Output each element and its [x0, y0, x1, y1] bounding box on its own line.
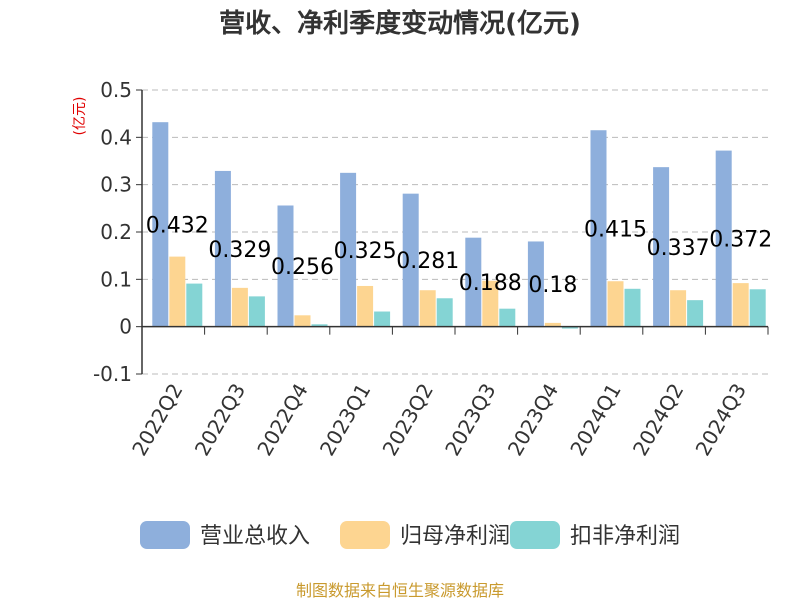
data-label: 0.432: [146, 213, 209, 238]
bar-1-2024Q1: [607, 281, 624, 327]
legend-swatch: [340, 521, 390, 549]
bar-1-2023Q1: [357, 285, 374, 327]
x-tick-label: 2024Q2: [628, 379, 688, 460]
x-tick-label: 2022Q2: [127, 379, 187, 460]
x-tick-label: 2023Q1: [315, 379, 375, 460]
bar-0-2022Q4: [277, 205, 294, 327]
x-tick-label: 2023Q2: [378, 379, 438, 460]
x-tick-label: 2022Q4: [252, 379, 312, 460]
bar-1-2024Q2: [670, 290, 687, 327]
y-tick-label: -0.1: [93, 362, 132, 386]
data-label: 0.281: [396, 249, 459, 274]
legend: 营业总收入 归母净利润 扣非净利润: [140, 521, 680, 549]
bar-1-2023Q4: [544, 322, 561, 327]
bar-2-2022Q2: [186, 283, 203, 327]
bar-1-2022Q3: [231, 287, 248, 327]
y-tick-label: 0.1: [100, 267, 132, 291]
bar-0-2024Q1: [590, 130, 607, 327]
data-label: 0.325: [334, 239, 397, 264]
bar-2-2023Q1: [374, 311, 391, 327]
bar-1-2022Q4: [294, 315, 311, 327]
bar-2-2024Q2: [687, 300, 704, 327]
bar-0-2023Q1: [340, 172, 357, 327]
data-label: 0.18: [528, 273, 577, 298]
bar-1-2023Q2: [419, 290, 436, 327]
bar-0-2023Q2: [402, 193, 419, 327]
y-axis-unit: (亿元): [72, 97, 88, 136]
x-tick-label: 2024Q3: [691, 379, 751, 460]
bar-0-2023Q3: [465, 237, 482, 327]
legend-swatch: [510, 521, 560, 549]
data-label: 0.256: [271, 255, 334, 280]
bar-0-2022Q3: [214, 170, 231, 327]
data-label: 0.337: [647, 236, 710, 261]
legend-swatch: [140, 521, 190, 549]
bar-2-2022Q4: [311, 324, 328, 327]
bar-2-2024Q1: [624, 288, 641, 327]
data-label: 0.415: [584, 217, 647, 242]
bar-1-2023Q3: [482, 280, 499, 327]
y-tick-label: 0.5: [100, 78, 132, 102]
x-tick-label: 2023Q4: [503, 379, 563, 460]
source-note: 制图数据来自恒生聚源数据库: [296, 581, 504, 600]
bar-0-2022Q2: [152, 122, 169, 327]
y-tick-label: 0.2: [100, 220, 132, 244]
legend-label: 扣非净利润: [570, 524, 680, 549]
chart-title: 营收、净利季度变动情况(亿元): [219, 8, 581, 39]
bar-2-2023Q4: [561, 326, 578, 329]
bar-0-2024Q2: [653, 167, 670, 327]
x-tick-label: 2022Q3: [190, 379, 250, 460]
data-label: 0.188: [459, 271, 522, 296]
legend-label: 归母净利润: [400, 524, 510, 549]
bar-2-2023Q3: [499, 308, 516, 327]
bar-2-2022Q3: [248, 296, 265, 327]
bars: [152, 122, 766, 329]
x-tick-label: 2023Q3: [440, 379, 500, 460]
bar-2-2023Q2: [436, 298, 453, 327]
y-tick-label: 0: [119, 315, 132, 339]
bar-0-2023Q4: [527, 241, 544, 327]
y-tick-label: 0.3: [100, 173, 132, 197]
data-label: 0.372: [709, 228, 772, 253]
bar-0-2024Q3: [715, 150, 732, 327]
y-tick-label: 0.4: [100, 125, 132, 149]
bar-1-2022Q2: [169, 256, 186, 327]
bar-2-2024Q3: [749, 289, 766, 327]
data-label: 0.329: [208, 238, 271, 263]
legend-label: 营业总收入: [200, 524, 310, 549]
x-tick-label: 2024Q1: [565, 379, 625, 460]
bar-1-2024Q3: [732, 283, 749, 327]
gridlines: [142, 89, 768, 375]
